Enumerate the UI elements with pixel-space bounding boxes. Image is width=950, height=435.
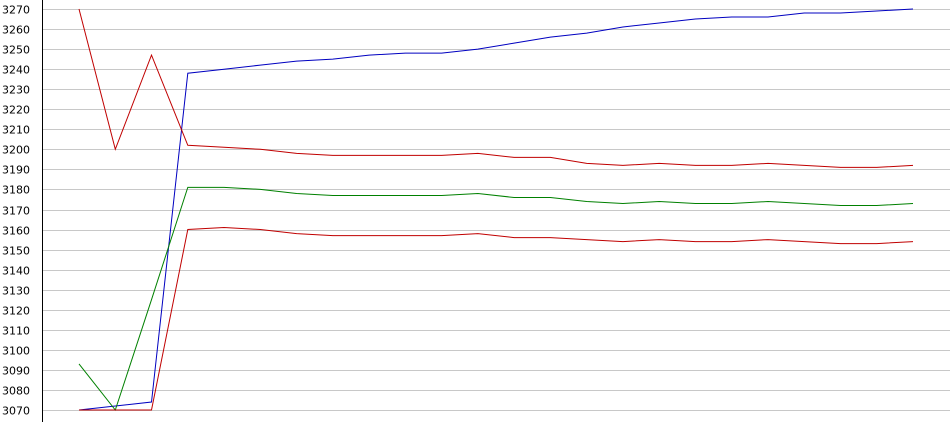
series-line-3 — [78, 186, 914, 412]
y-tick-label: 3210 — [2, 124, 30, 137]
y-tick-label: 3130 — [2, 285, 30, 298]
y-tick-label: 3250 — [2, 44, 30, 57]
gridlines — [42, 9, 950, 411]
y-tick-label: 3070 — [2, 405, 30, 418]
y-tick-label: 3160 — [2, 225, 30, 238]
y-tick-label: 3140 — [2, 265, 30, 278]
series-lines — [78, 8, 914, 412]
y-tick-label: 3090 — [2, 365, 30, 378]
y-tick-label: 3240 — [2, 64, 30, 77]
y-tick-label: 3150 — [2, 245, 30, 258]
y-tick-label: 3120 — [2, 305, 30, 318]
y-tick-label: 3170 — [2, 205, 30, 218]
series-line-1 — [78, 8, 914, 411]
series-line-4 — [79, 226, 914, 411]
y-tick-label: 3260 — [2, 24, 30, 37]
y-tick-label: 3230 — [2, 84, 30, 97]
series-line-2 — [78, 8, 914, 168]
y-tick-label: 3190 — [2, 164, 30, 177]
y-tick-label: 3180 — [2, 184, 30, 197]
y-tick-label: 3080 — [2, 385, 30, 398]
y-tick-label: 3220 — [2, 104, 30, 117]
y-tick-labels: 3070 3080 3090 3100 3110 3120 3130 3140 3150 3160… — [2, 4, 30, 418]
y-tick-label: 3270 — [2, 4, 30, 17]
y-tick-label: 3110 — [2, 325, 30, 338]
y-tick-label: 3100 — [2, 345, 30, 358]
y-tick-label: 3200 — [2, 144, 30, 157]
